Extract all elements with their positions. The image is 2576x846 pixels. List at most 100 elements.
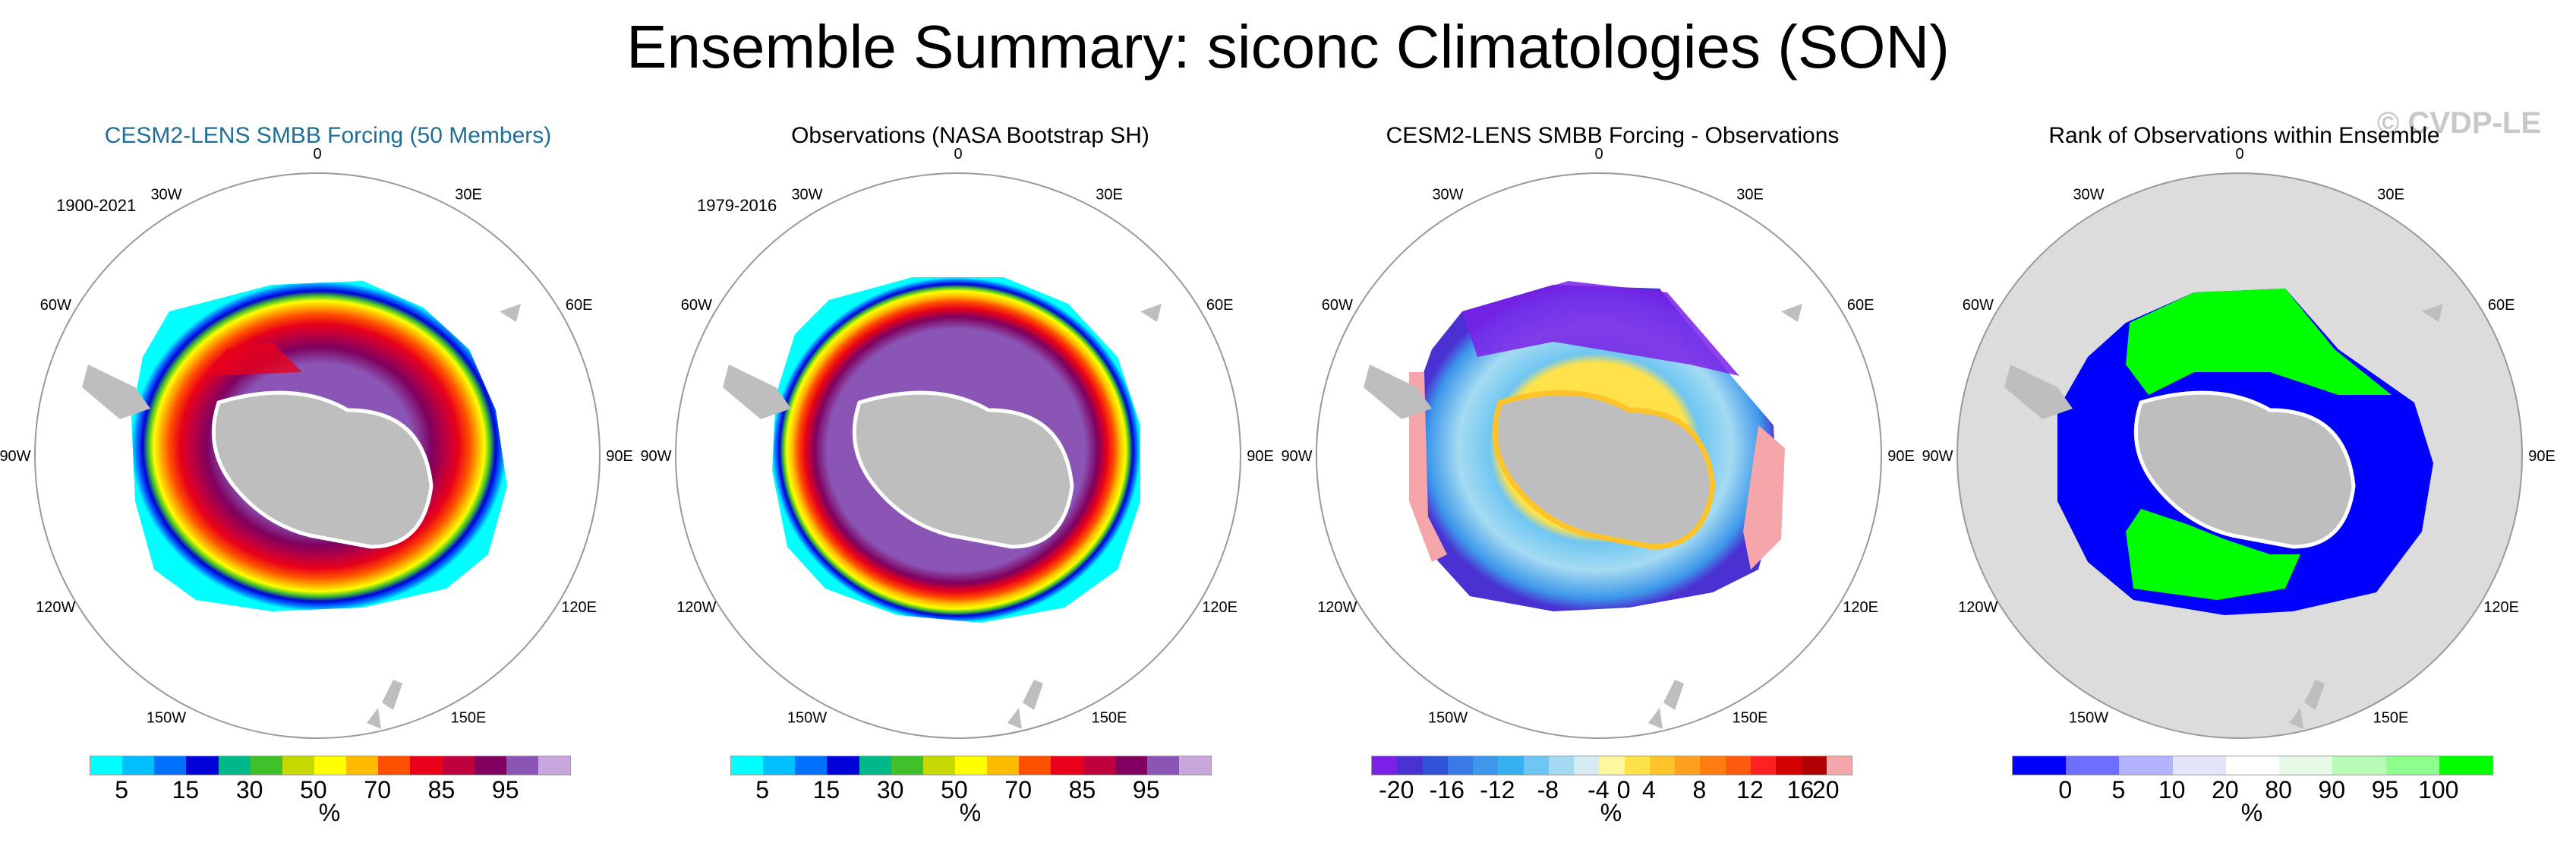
- panel-2-title: Observations (NASA Bootstrap SH): [791, 123, 1149, 148]
- lon-label-1-2: 60E: [566, 297, 593, 314]
- colorbar-1-tick-5: 85: [427, 776, 456, 803]
- colorbar-4-tick-2: 10: [2158, 776, 2186, 803]
- colorbar-3-swatch-0: [1372, 756, 1398, 775]
- lon-label-4-0: 0: [2235, 146, 2243, 163]
- colorbar-3-tick-6: 4: [1641, 776, 1656, 803]
- lon-label-1-6: 180: [304, 750, 329, 752]
- colorbar-2-swatch-1: [763, 756, 796, 775]
- colorbar-1-tick-6: 95: [491, 776, 519, 803]
- lon-label-1-1: 30E: [455, 186, 482, 203]
- colorbar-difference: [1371, 756, 1852, 775]
- colorbar-3-swatch-10: [1624, 756, 1650, 775]
- lon-label-4-4: 120E: [2483, 599, 2519, 616]
- lon-label-1-7: 150W: [147, 710, 186, 727]
- colorbar-3-swatch-7: [1548, 756, 1575, 775]
- colorbar-2-swatch-3: [827, 756, 859, 775]
- colorbar-2-swatch-14: [1178, 756, 1212, 775]
- colorbar-2-swatch-9: [1019, 756, 1052, 775]
- panel-1-title: CESM2-LENS SMBB Forcing (50 Members): [104, 123, 552, 148]
- lon-label-3-11: 30W: [1432, 186, 1463, 203]
- lon-label-4-8: 120W: [1958, 599, 1997, 616]
- lon-label-1-9: 90W: [0, 448, 31, 465]
- colorbar-3-swatch-3: [1447, 756, 1474, 775]
- colorbar-4-tick-4: 80: [2265, 776, 2292, 803]
- lon-label-2-8: 120W: [676, 599, 716, 616]
- lon-label-2-2: 60E: [1206, 297, 1234, 314]
- colorbar-2-swatch-11: [1083, 756, 1115, 775]
- colorbar-1-tick-2: 30: [235, 776, 263, 803]
- colorbar-2-tick-0: 5: [755, 776, 770, 803]
- lon-label-1-4: 120E: [561, 599, 597, 616]
- colorbar-1-tick-0: 5: [115, 776, 129, 803]
- lon-label-4-5: 150E: [2373, 710, 2409, 727]
- lon-label-2-1: 30E: [1096, 186, 1123, 203]
- colorbar-4-tick-1: 5: [2111, 776, 2126, 803]
- colorbar-3-tick-0: -20: [1379, 776, 1414, 803]
- colorbar-3-swatch-12: [1675, 756, 1701, 775]
- colorbar-3-swatch-14: [1725, 756, 1751, 775]
- colorbar-1-swatch-7: [314, 756, 347, 775]
- colorbar-1-swatch-10: [410, 756, 443, 775]
- colorbar-1-swatch-4: [218, 756, 251, 775]
- colorbar-1-swatch-3: [186, 756, 219, 775]
- lon-label-3-4: 120E: [1843, 599, 1878, 616]
- colorbar-1-tick-3: 50: [300, 776, 327, 803]
- colorbar-4-tick-0: 0: [2058, 776, 2073, 803]
- colorbar-3-tick-3: -8: [1537, 776, 1559, 803]
- colorbar-1-units: %: [318, 799, 341, 826]
- colorbar-2-tick-4: 70: [1004, 776, 1032, 803]
- colorbar-3-swatch-8: [1574, 756, 1600, 775]
- map-panel-2: [675, 172, 1241, 739]
- colorbar-3-tick-10: 20: [1811, 776, 1840, 803]
- map-panel-3: [1316, 172, 1882, 739]
- lon-label-1-3: 90E: [606, 448, 633, 465]
- panel-4-title: Rank of Observations within Ensemble: [2048, 123, 2440, 148]
- colorbar-2-swatch-6: [922, 756, 955, 775]
- colorbar-concentration-2: [730, 756, 1212, 775]
- watermark: © CVDP-LE: [2376, 106, 2541, 140]
- colorbar-2-swatch-4: [859, 756, 891, 775]
- lon-label-2-10: 60W: [681, 297, 712, 314]
- colorbar-3-swatch-5: [1498, 756, 1524, 775]
- colorbar-3-swatch-6: [1523, 756, 1549, 775]
- lon-label-4-3: 90E: [2528, 448, 2556, 465]
- colorbar-3-tick-5: 0: [1616, 776, 1631, 803]
- colorbar-1-swatch-5: [250, 756, 282, 775]
- lon-label-4-7: 150W: [2069, 710, 2108, 727]
- colorbar-4-swatch-0: [2013, 756, 2067, 775]
- colorbar-3-units: %: [1600, 799, 1622, 826]
- panel-3-title: CESM2-LENS SMBB Forcing - Observations: [1386, 123, 1840, 148]
- lon-label-3-9: 90W: [1281, 448, 1312, 465]
- lon-label-2-3: 90E: [1247, 448, 1274, 465]
- colorbar-concentration-1: [90, 756, 571, 775]
- lon-label-3-1: 30E: [1736, 186, 1764, 203]
- lon-label-3-0: 0: [1594, 146, 1603, 163]
- colorbar-3-swatch-17: [1801, 756, 1827, 775]
- lon-label-1-5: 150E: [451, 710, 487, 727]
- colorbar-1-tick-1: 15: [172, 776, 200, 803]
- colorbar-2-swatch-12: [1115, 756, 1147, 775]
- colorbar-4-swatch-8: [2439, 756, 2492, 775]
- colorbar-1-swatch-8: [346, 756, 379, 775]
- lon-label-3-8: 120W: [1317, 599, 1357, 616]
- colorbar-4-tick-7: 100: [2418, 776, 2459, 803]
- colorbar-2-tick-3: 50: [941, 776, 968, 803]
- map-panel-4: [1956, 172, 2523, 739]
- colorbar-3-swatch-9: [1599, 756, 1625, 775]
- lon-label-2-6: 180: [945, 750, 970, 752]
- colorbar-1-swatch-2: [154, 756, 187, 775]
- colorbar-1-swatch-13: [506, 756, 538, 775]
- lon-label-4-2: 60E: [2488, 297, 2515, 314]
- colorbar-2-swatch-5: [891, 756, 923, 775]
- colorbar-2-swatch-10: [1051, 756, 1083, 775]
- colorbar-1-swatch-9: [378, 756, 411, 775]
- colorbar-4-swatch-7: [2385, 756, 2439, 775]
- colorbar-2-tick-6: 95: [1132, 776, 1160, 803]
- lon-label-1-8: 120W: [36, 599, 75, 616]
- lon-label-4-11: 30W: [2073, 186, 2104, 203]
- colorbar-3-tick-4: -4: [1588, 776, 1610, 803]
- colorbar-4-tick-6: 95: [2371, 776, 2399, 803]
- colorbar-2-swatch-0: [731, 756, 764, 775]
- lon-label-3-10: 60W: [1322, 297, 1353, 314]
- colorbar-2-swatch-7: [954, 756, 988, 775]
